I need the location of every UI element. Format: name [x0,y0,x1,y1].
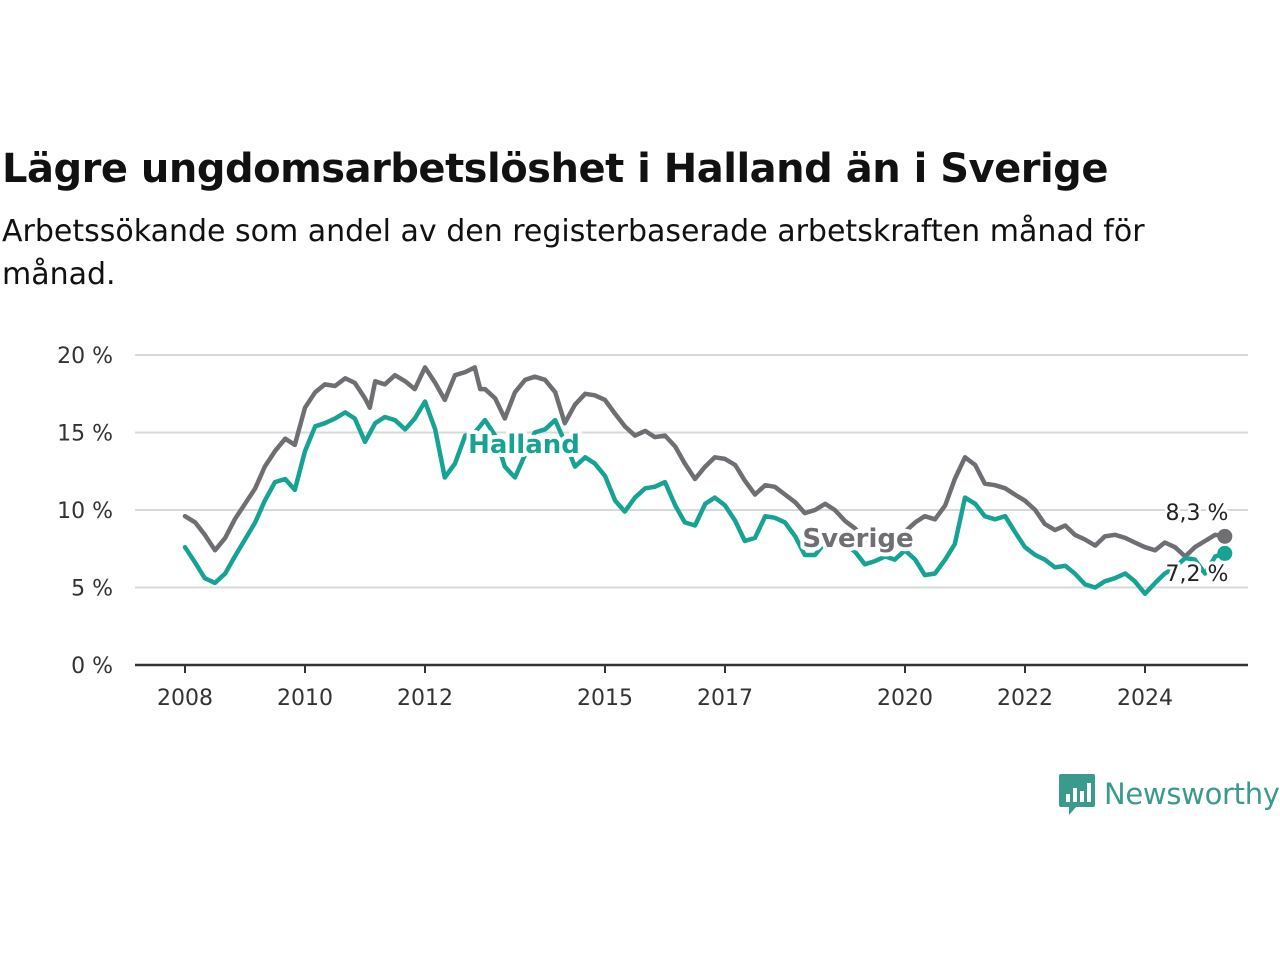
series-label-halland: Halland [468,430,580,460]
x-tick-label: 2024 [1117,686,1173,711]
y-tick-label: 0 % [71,654,113,679]
series-line-halland [182,399,1228,596]
axes: 0 % 5 % 10 % 15 % 20 % 2008 2010 2012 2015 2017 20… [57,344,1248,711]
gridlines [135,354,1248,589]
x-tick-label: 2017 [697,686,753,711]
x-tick-label: 2008 [157,686,213,711]
x-tick-label: 2022 [997,686,1053,711]
newsworthy-logo-icon [1059,774,1095,815]
series-line-sverige [182,365,1228,559]
x-tick-label: 2010 [277,686,333,711]
series-label-sverige: Sverige [802,524,913,554]
newsworthy-wordmark: Newsworthy [1104,777,1280,811]
x-tick-label: 2020 [877,686,933,711]
x-tick-label: 2012 [397,686,453,711]
y-tick-label: 5 % [71,577,113,602]
series-labels: Halland Sverige 8,3 % 7,2 % [464,426,1231,590]
chart-subtitle: Arbetssökande som andel av den registerb… [2,214,1145,292]
end-value-label-halland: 7,2 % [1166,562,1229,587]
series-end-point-sverige [1217,528,1233,544]
y-tick-label: 20 % [57,344,113,369]
series-lines [182,365,1233,596]
y-tick-label: 10 % [57,499,113,524]
x-tick-label: 2015 [577,686,633,711]
chart-title: Lägre ungdomsarbetslöshet i Halland än i… [2,146,1108,192]
newsworthy-brand[interactable]: Newsworthy [1058,772,1280,816]
y-tick-label: 15 % [57,422,113,447]
end-value-label-sverige: 8,3 % [1166,501,1229,526]
series-end-point-halland [1217,545,1233,561]
